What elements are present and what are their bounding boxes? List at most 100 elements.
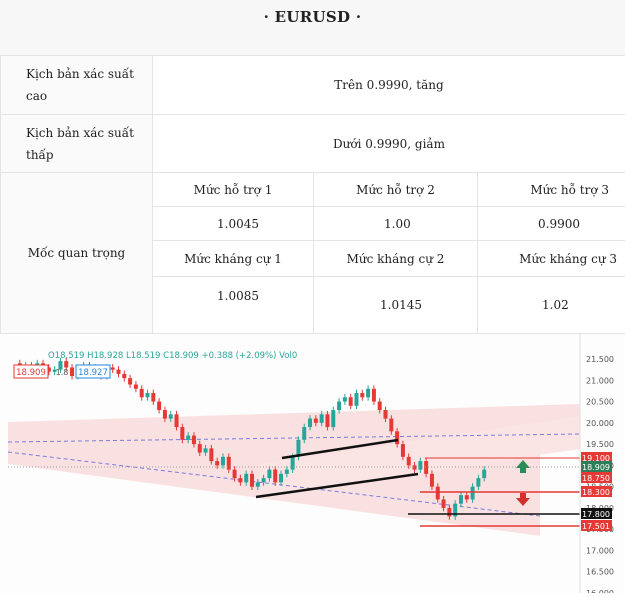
axis-tick-4: 19.500 (586, 440, 614, 449)
resistance-3-value: 1.02 (478, 277, 625, 334)
candle-body (424, 461, 428, 474)
candle-body (146, 393, 150, 397)
candle-body (250, 474, 254, 487)
chart-svg[interactable]: 21.50021.00020.50020.00019.50019.00018.5… (0, 334, 625, 593)
high-scenario-label-cell: Kịch bản xác suất cao (1, 56, 153, 115)
candle-body (128, 378, 132, 384)
support-2-value: 1.00 (314, 207, 478, 241)
page-title: · EURUSD · (0, 8, 625, 26)
support-1-header: Mức hỗ trợ 1 (153, 173, 314, 207)
support-1-value: 1.0045 (153, 207, 314, 241)
title-bar: · EURUSD · (0, 0, 625, 56)
price-tag-1: 18.909 (581, 461, 612, 472)
candle-body (314, 419, 318, 423)
analysis-table: Kịch bản xác suất cao Trên 0.9990, tăng … (0, 55, 625, 334)
candle-body (291, 457, 295, 470)
svg-text:18.300: 18.300 (582, 488, 610, 497)
svg-text:17.501: 17.501 (582, 522, 610, 531)
axis-tick-10: 16.500 (586, 568, 614, 577)
candle-body (186, 436, 190, 440)
candle-body (221, 457, 225, 466)
candle-body (279, 474, 283, 483)
candle-body (442, 499, 446, 508)
price-tag-5: 17.501 (581, 520, 612, 531)
candle-body (320, 414, 324, 423)
candle-body (308, 419, 312, 428)
candle-body (169, 414, 173, 418)
candle-body (157, 402, 161, 411)
candle-body (378, 402, 382, 411)
axis-tick-3: 20.000 (586, 419, 614, 428)
candle-body (337, 402, 341, 411)
axis-tick-2: 20.500 (586, 398, 614, 407)
candle-body (418, 461, 422, 470)
candle-body (389, 419, 393, 432)
candle-body (122, 374, 126, 378)
low-scenario-label-cell: Kịch bản xác suất thấp (1, 115, 153, 173)
support-3-header: Mức hỗ trợ 3 (478, 173, 625, 207)
price-tag-3: 18.300 (581, 486, 612, 497)
candle-body (447, 508, 451, 517)
candle-body (273, 470, 277, 483)
key-levels-label: Mốc quan trọng (1, 173, 153, 334)
candle-body (471, 487, 475, 500)
candle-body (459, 495, 463, 504)
candle-body (163, 410, 167, 419)
candle-body (227, 457, 231, 470)
svg-text:18.909: 18.909 (582, 463, 610, 472)
spread-value: 1.8 (56, 368, 69, 377)
candle-body (267, 470, 271, 479)
candle-body (64, 361, 68, 367)
bid-price: 18.909 (16, 368, 46, 378)
candle-body (204, 448, 208, 452)
high-scenario-label: Kịch bản xác suất cao (26, 63, 136, 107)
candle-body (360, 393, 364, 397)
candle-body (401, 444, 405, 457)
candle-body (343, 397, 347, 401)
axis-tick-11: 16.000 (586, 589, 614, 593)
candle-body (198, 444, 202, 453)
svg-text:18.750: 18.750 (582, 474, 610, 483)
candle-body (395, 431, 399, 444)
candle-body (302, 427, 306, 440)
candle-body (209, 448, 213, 461)
high-scenario-value: Trên 0.9990, tăng (153, 56, 625, 115)
candle-body (384, 410, 388, 419)
candle-body (476, 478, 480, 487)
candle-body (215, 461, 219, 465)
candle-body (331, 410, 335, 427)
price-tag-2: 18.750 (581, 472, 612, 483)
axis-tick-9: 17.000 (586, 546, 614, 555)
candle-body (116, 370, 120, 374)
candle-body (70, 368, 74, 377)
candle-body (465, 495, 469, 499)
support-2-header: Mức hỗ trợ 2 (314, 173, 478, 207)
price-chart[interactable]: 21.50021.00020.50020.00019.50019.00018.5… (0, 333, 625, 593)
resistance-3-header: Mức kháng cự 3 (478, 241, 625, 277)
candle-body (238, 478, 242, 482)
resistance-2-value: 1.0145 (314, 277, 478, 334)
candle-body (256, 482, 260, 486)
resistance-1-header: Mức kháng cự 1 (153, 241, 314, 277)
ohlc-readout: O18.519 H18.928 L18.519 C18.909 +0.388 (… (48, 351, 297, 361)
support-3-value: 0.9900 (478, 207, 625, 241)
candle-body (482, 470, 486, 479)
ask-price: 18.927 (78, 368, 108, 378)
candle-body (175, 414, 179, 427)
candle-body (366, 389, 370, 398)
row-low-scenario: Kịch bản xác suất thấp Dưới 0.9990, giảm (1, 115, 625, 173)
candle-body (285, 470, 289, 474)
axis-tick-0: 21.500 (586, 355, 614, 364)
candle-body (436, 487, 440, 500)
low-scenario-label: Kịch bản xác suất thấp (26, 122, 136, 166)
low-scenario-value: Dưới 0.9990, giảm (153, 115, 625, 173)
candle-body (349, 397, 353, 406)
price-tag-4: 17.800 (581, 508, 612, 519)
svg-text:17.800: 17.800 (582, 510, 610, 519)
candle-body (430, 474, 434, 487)
candle-body (244, 474, 248, 483)
candle-body (262, 478, 266, 482)
row-high-scenario: Kịch bản xác suất cao Trên 0.9990, tăng (1, 56, 625, 115)
candle-body (325, 414, 329, 427)
